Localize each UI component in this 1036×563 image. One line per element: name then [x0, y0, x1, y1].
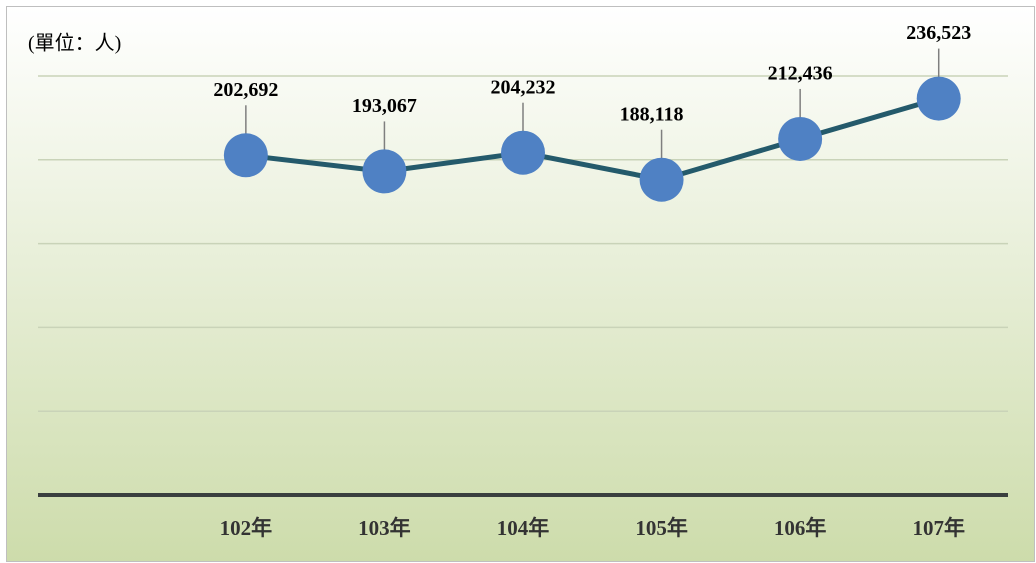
x-tick-label: 106年 [774, 516, 827, 540]
series-line [245, 96, 940, 183]
data-label: 204,232 [491, 76, 556, 98]
chart-background [6, 6, 1035, 562]
data-point [778, 116, 823, 161]
y-axis-unit: (單位：人) [28, 32, 121, 55]
data-label: 193,067 [352, 95, 417, 117]
data-label: 212,436 [768, 63, 833, 85]
x-tick-label: 102年 [220, 516, 273, 540]
data-point [916, 76, 961, 121]
x-tick-label: 105年 [635, 516, 688, 540]
x-tick-label: 107年 [912, 516, 965, 540]
x-tick-label: 104年 [497, 516, 550, 540]
data-point [362, 149, 407, 194]
data-label: 236,523 [906, 22, 971, 44]
data-label: 188,118 [620, 103, 684, 125]
data-point [501, 130, 545, 175]
x-tick-label: 103年 [358, 516, 411, 540]
data-point [639, 157, 684, 202]
data-label: 202,692 [213, 79, 278, 101]
data-point [223, 133, 268, 178]
